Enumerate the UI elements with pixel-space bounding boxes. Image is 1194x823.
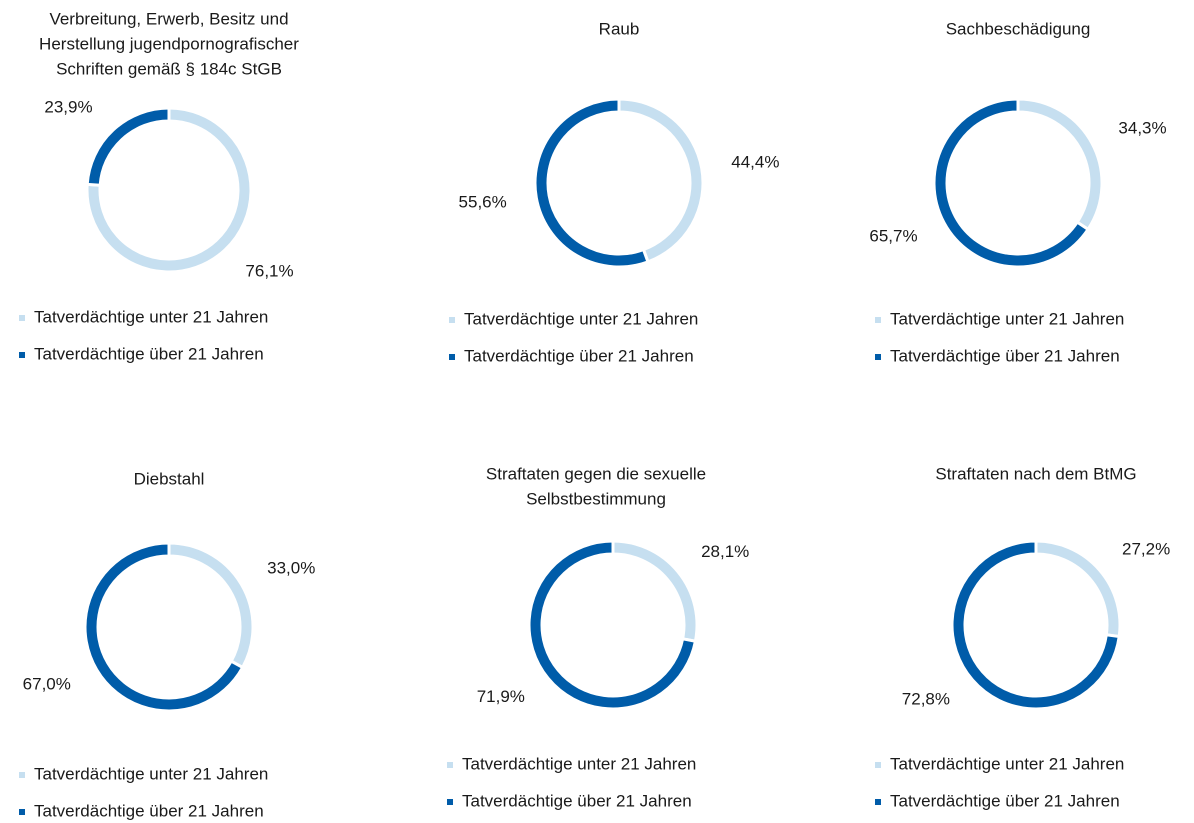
chart-title: Schriften gemäß § 184c StGB [56,59,282,78]
chart-title: Straftaten gegen die sexuelle [486,464,706,483]
chart-title: Diebstahl [134,469,205,488]
donut-segment [533,97,650,269]
legend-swatch [447,762,453,768]
data-label: 55,6% [459,192,507,211]
donut-segment [85,106,171,187]
donut-segment [611,539,699,644]
legend-swatch [875,762,881,768]
legend-swatch [447,799,453,805]
legend-label: Tatverdächtige über 21 Jahren [890,346,1120,365]
data-label: 23,9% [44,98,92,117]
legend-swatch [449,317,455,323]
data-label: 67,0% [23,675,71,694]
legend-label: Tatverdächtige über 21 Jahren [34,801,264,820]
legend-swatch [19,352,25,358]
legend-swatch [875,317,881,323]
data-label: 33,0% [267,558,315,577]
legend-swatch [875,799,881,805]
legend-label: Tatverdächtige über 21 Jahren [462,791,692,810]
donut-segment [167,541,255,670]
chart-title: Sachbeschädigung [946,19,1091,38]
data-label: 76,1% [245,261,293,280]
donut-segment [617,97,705,264]
legend-label: Tatverdächtige unter 21 Jahren [34,764,268,783]
legend-swatch [875,354,881,360]
donut-segment [932,97,1091,269]
donut-segment [1034,539,1122,639]
data-label: 28,1% [701,542,749,561]
legend-label: Tatverdächtige über 21 Jahren [464,346,694,365]
donut-segment [83,541,245,713]
legend-label: Tatverdächtige unter 21 Jahren [890,309,1124,328]
chart-title: Herstellung jugendpornografischer [39,34,299,53]
chart-title: Selbstbestimmung [526,489,666,508]
legend-swatch [19,772,25,778]
legend-swatch [19,315,25,321]
donut-segment [527,539,698,711]
legend-label: Tatverdächtige unter 21 Jahren [34,307,268,326]
legend-label: Tatverdächtige unter 21 Jahren [890,754,1124,773]
legend-swatch [449,354,455,360]
legend-label: Tatverdächtige unter 21 Jahren [462,754,696,773]
donut-segment [950,539,1121,711]
legend-label: Tatverdächtige über 21 Jahren [34,344,264,363]
data-label: 71,9% [477,687,525,706]
legend-label: Tatverdächtige über 21 Jahren [890,791,1120,810]
legend-label: Tatverdächtige unter 21 Jahren [464,309,698,328]
data-label: 65,7% [869,226,917,245]
chart-title: Straftaten nach dem BtMG [935,464,1136,483]
data-label: 27,2% [1122,540,1170,559]
chart-title: Verbreitung, Erwerb, Besitz und [49,9,288,28]
chart-title: Raub [599,19,640,38]
data-label: 34,3% [1118,119,1166,138]
donut-segment [1016,97,1104,232]
data-label: 44,4% [731,153,779,172]
legend-swatch [19,809,25,815]
data-label: 72,8% [902,689,950,708]
